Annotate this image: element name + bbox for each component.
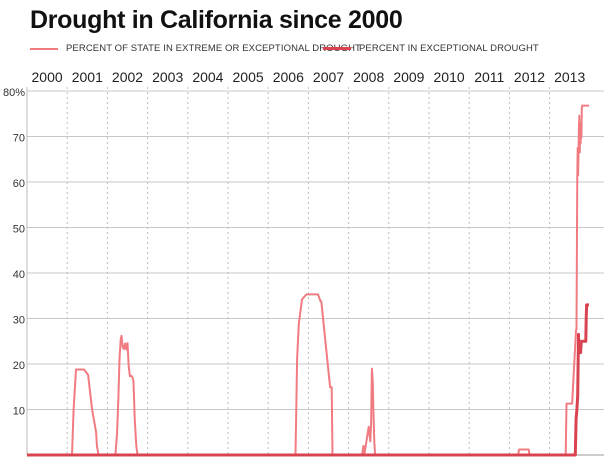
- y-tick-label: 50: [13, 224, 25, 236]
- y-tick-label: 60: [13, 178, 25, 190]
- x-tick-label: 2002: [112, 69, 143, 85]
- legend-label-exceptional: PERCENT IN EXCEPTIONAL DROUGHT: [359, 43, 539, 54]
- series-line-extreme: [27, 104, 589, 456]
- chart-title: Drought in California since 2000: [30, 6, 403, 34]
- x-tick-label: 2003: [152, 69, 183, 85]
- legend-swatch-extreme: [30, 47, 58, 50]
- y-tick-label: 20: [13, 360, 25, 372]
- y-tick-label: 10: [13, 406, 25, 418]
- x-tick-label: 2004: [192, 69, 223, 85]
- y-tick-label: 80%: [3, 87, 25, 99]
- x-tick-label: 2007: [313, 69, 344, 85]
- y-tick-label: 70: [13, 133, 25, 145]
- x-tick-label: 2012: [514, 69, 545, 85]
- x-tick-label: 2013: [554, 69, 585, 85]
- series-line-exceptional: [27, 303, 590, 457]
- x-tick-label: 2001: [72, 69, 103, 85]
- legend-item-extreme: PERCENT OF STATE IN EXTREME OR EXCEPTION…: [30, 43, 361, 54]
- x-tick-label: 2006: [273, 69, 304, 85]
- x-tick-label: 2005: [233, 69, 264, 85]
- y-tick-label: 30: [13, 315, 25, 327]
- y-tick-label: 40: [13, 269, 25, 281]
- legend-label-extreme: PERCENT OF STATE IN EXTREME OR EXCEPTION…: [66, 43, 361, 54]
- x-tick-label: 2009: [393, 69, 424, 85]
- legend-item-exceptional: PERCENT IN EXCEPTIONAL DROUGHT: [323, 43, 539, 54]
- x-tick-label: 2000: [32, 69, 63, 85]
- x-tick-label: 2008: [353, 69, 384, 85]
- x-tick-label: 2010: [434, 69, 465, 85]
- x-tick-label: 2011: [474, 69, 504, 85]
- legend-swatch-exceptional: [323, 47, 351, 50]
